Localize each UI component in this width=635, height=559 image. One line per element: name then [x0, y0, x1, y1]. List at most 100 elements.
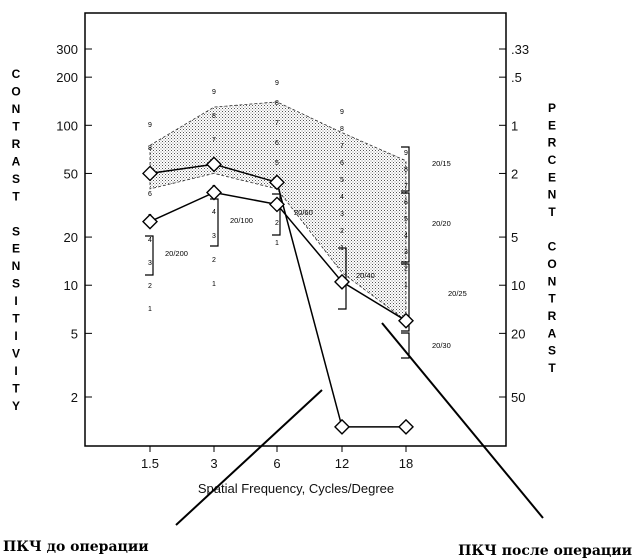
- plot-frame: [84, 12, 507, 447]
- y-label-letter-right: T: [548, 292, 556, 306]
- x-axis-label: Spatial Frequency, Cycles/Degree: [198, 481, 394, 496]
- y-label-letter-right: R: [548, 309, 557, 323]
- y-label-letter: E: [12, 242, 20, 256]
- y-label-letter: N: [12, 102, 21, 116]
- acuity-label: 20/200: [165, 249, 188, 258]
- y-label-letter-right: T: [548, 205, 556, 219]
- grating-number: 6: [148, 191, 152, 198]
- grating-number: 6: [275, 140, 279, 147]
- series-1-point: [334, 273, 350, 290]
- series-1-point: [398, 312, 414, 329]
- grating-number: 9: [212, 89, 216, 96]
- y-tick-label: 300: [56, 42, 78, 57]
- acuity-label: 20/40: [356, 271, 375, 280]
- pointer-line-after: [381, 322, 544, 519]
- series-0-point: [269, 174, 285, 191]
- series-1-point: [206, 184, 222, 201]
- y-label-letter: A: [12, 154, 21, 168]
- series-0-point: [334, 418, 350, 435]
- y-label-letter: R: [12, 137, 21, 151]
- grating-number: 8: [212, 113, 216, 120]
- acuity-brackets: 20/200 20/100 20/60 20/40 20/15 20/20 20/25 20/…: [145, 146, 467, 359]
- data-series: [142, 156, 414, 435]
- grating-number: 4: [404, 233, 408, 240]
- y-tick-label-right: .33: [511, 42, 529, 57]
- x-tick-label: 3: [210, 456, 217, 471]
- y-tick-label-right: 5: [511, 230, 518, 245]
- grating-number: 4: [212, 209, 216, 216]
- y-label-letter-right: E: [548, 170, 556, 184]
- y-label-letter-right: N: [548, 274, 557, 288]
- y-tick-label-right: 50: [511, 390, 525, 405]
- grating-number: 8: [404, 167, 408, 174]
- y-label-letter: I: [14, 329, 17, 343]
- annotation-pointers: [175, 322, 544, 526]
- grating-number: 2: [340, 228, 344, 235]
- y-label-letter-right: O: [547, 257, 556, 271]
- grating-number: 1: [404, 282, 408, 289]
- acuity-bracket: [401, 332, 410, 359]
- grating-number: 2: [212, 257, 216, 264]
- y-axis-right: .33 .5 1 2 5 10 20 50: [499, 42, 529, 405]
- annotation-before-surgery: ПКЧ до операции: [3, 539, 149, 555]
- y-label-letter-right: E: [548, 118, 556, 132]
- acuity-bracket: [272, 193, 281, 236]
- grating-number: 9: [340, 109, 344, 116]
- series-0-point: [398, 418, 414, 435]
- y-label-letter: T: [12, 312, 20, 326]
- grating-number: 8: [148, 145, 152, 152]
- y-tick-label-right: .5: [511, 70, 522, 85]
- series-1-point: [269, 196, 285, 213]
- grating-number: 7: [275, 120, 279, 127]
- grating-number: 3: [148, 260, 152, 267]
- y-label-letter: N: [12, 259, 21, 273]
- y-label-letter-right: N: [548, 188, 557, 202]
- y-tick-label: 5: [71, 326, 78, 341]
- y-label-letter: Y: [12, 399, 20, 413]
- grating-number: 8: [275, 100, 279, 107]
- x-tick-label: 18: [399, 456, 413, 471]
- grating-number: 8: [340, 126, 344, 133]
- grating-number: 9: [404, 150, 408, 157]
- grating-number: 9: [148, 122, 152, 129]
- y-label-letter: T: [12, 119, 20, 133]
- y-tick-label: 10: [64, 278, 78, 293]
- grating-number: 6: [404, 200, 408, 207]
- y-tick-label: 50: [64, 166, 78, 181]
- grating-number: 3: [340, 211, 344, 218]
- y-label-letter-right: P: [548, 101, 556, 115]
- grating-number: 6: [340, 160, 344, 167]
- grating-number: 3: [404, 249, 408, 256]
- grating-number: 1: [148, 306, 152, 313]
- y-label-letter-right: R: [548, 136, 557, 150]
- grating-number: 7: [212, 137, 216, 144]
- y-label-letter: T: [12, 189, 20, 203]
- y-label-letter: I: [14, 294, 17, 308]
- grating-number: 2: [404, 266, 408, 273]
- series-1-point: [142, 213, 158, 230]
- y-axis-left: 300 200 100 50 20 10 5 2: [56, 42, 92, 405]
- grating-number: 5: [340, 177, 344, 184]
- y-tick-label: 200: [56, 70, 78, 85]
- series-0-point: [142, 165, 158, 182]
- y-label-letter: S: [12, 277, 20, 291]
- annotation-after-surgery: ПКЧ после операции: [458, 543, 632, 559]
- acuity-bracket: [145, 235, 154, 276]
- y-label-letter: I: [14, 364, 17, 378]
- x-tick-label: 1.5: [141, 456, 159, 471]
- acuity-bracket: [401, 263, 410, 332]
- x-tick-label: 6: [273, 456, 280, 471]
- series-0-point: [206, 156, 222, 173]
- y-tick-label-right: 2: [511, 166, 518, 181]
- y-label-letter: T: [12, 382, 20, 396]
- y-label-letter-right: C: [548, 240, 557, 254]
- grating-number: 4: [148, 237, 152, 244]
- y-label-letter: S: [12, 172, 20, 186]
- grating-number: 1: [212, 281, 216, 288]
- y-tick-label: 2: [71, 390, 78, 405]
- acuity-label: 20/20: [432, 219, 451, 228]
- y-label-letter-right: C: [548, 153, 557, 167]
